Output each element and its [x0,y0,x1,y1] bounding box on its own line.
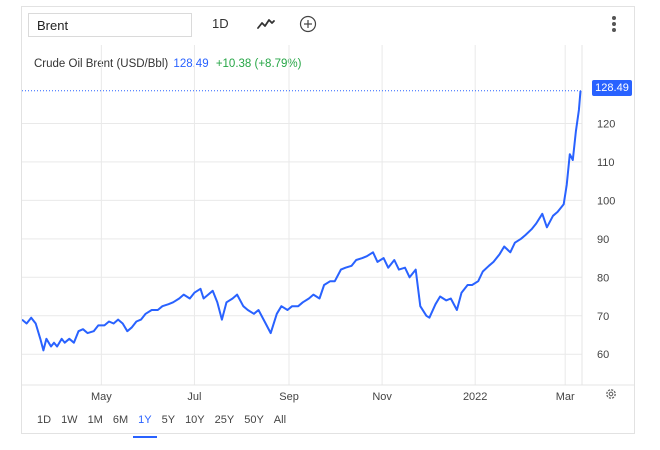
interval-button[interactable]: 1D [212,16,229,31]
x-tick-label: May [91,391,112,403]
legend-change: +10.38 (+8.79%) [215,58,302,70]
range-button-1y[interactable]: 1Y [133,412,158,438]
range-button-50y[interactable]: 50Y [244,414,264,426]
price-series-line [22,90,582,352]
range-button-10y[interactable]: 10Y [185,414,205,426]
chart-widget: Brent 1D Crude Oil Brent (USD/Bbl) 128.4… [21,6,635,438]
y-tick-label: 60 [597,349,609,361]
y-tick-label: 90 [597,234,609,246]
x-tick-label: Mar [556,391,575,403]
time-range-selector: 1D 1W 1M 6M 1Y 5Y 10Y 25Y 50Y All [32,412,291,438]
settings-gear-icon[interactable] [604,387,618,401]
y-tick-label: 120 [597,118,615,130]
range-button-1m[interactable]: 1M [87,414,103,426]
x-tick-label: Sep [279,391,299,403]
range-button-1w[interactable]: 1W [61,414,78,426]
y-tick-label: 80 [597,272,609,284]
symbol-search-input[interactable]: Brent [28,13,192,37]
x-tick-label: Nov [372,391,392,403]
add-circle-icon[interactable] [299,15,317,33]
y-tick-label: 70 [597,311,609,323]
more-vertical-icon[interactable] [609,14,619,34]
range-button-6m[interactable]: 6M [112,414,129,426]
line-chart-icon[interactable] [256,15,276,33]
y-tick-label: 100 [597,195,615,207]
x-tick-label: 2022 [463,391,487,403]
range-button-1d[interactable]: 1D [37,414,52,426]
price-chart[interactable]: 60 70 80 90 100 110 120 May Jul Sep Nov 2022 Mar [22,7,634,407]
range-button-5y[interactable]: 5Y [161,414,176,426]
chart-toolbar: Brent 1D [22,7,634,43]
range-button-25y[interactable]: 25Y [214,414,235,426]
x-tick-label: Jul [187,391,201,403]
range-button-all[interactable]: All [273,414,287,426]
last-price-label: 128.49 [592,80,632,96]
y-tick-label: 110 [597,157,615,169]
legend-last-price: 128.49 [173,58,209,70]
